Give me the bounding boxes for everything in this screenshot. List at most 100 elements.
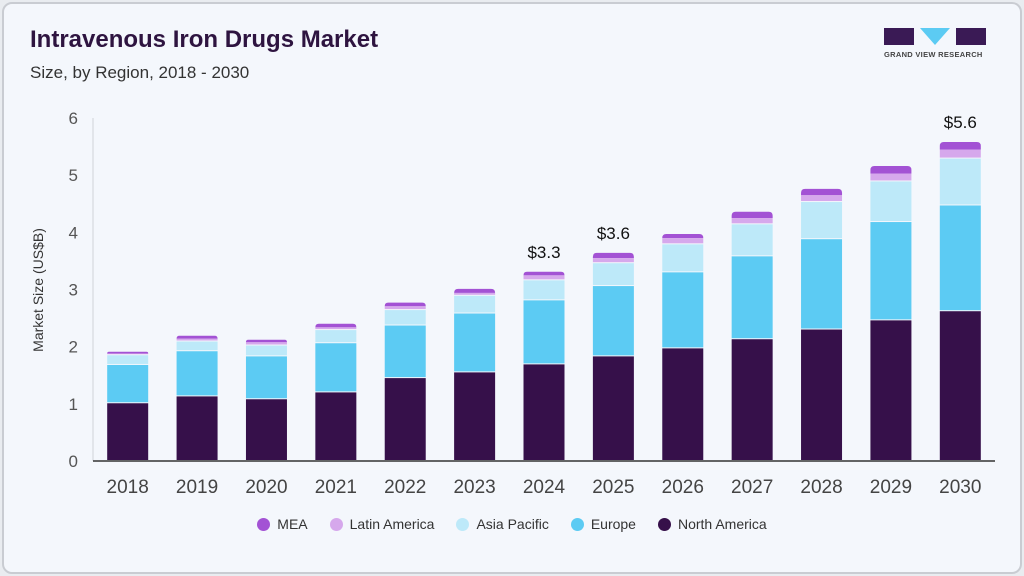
bar-segment-north-america [454, 372, 496, 460]
bar-segment-latin-america [939, 149, 981, 158]
grand-view-research-logo [884, 28, 986, 45]
x-tick-label: 2024 [523, 477, 566, 498]
bar-segment-north-america [939, 311, 981, 460]
bar-segment-north-america [662, 348, 704, 460]
y-tick-label: 0 [69, 452, 78, 471]
y-tick-label: 3 [69, 281, 78, 300]
bar-segment-europe [245, 356, 287, 399]
legend: MEA Latin America Asia Pacific Europe North … [0, 516, 1024, 532]
bar-segment-mea [454, 288, 496, 293]
bar-segment-asia-pacific [801, 202, 843, 239]
bar-segment-mea [176, 335, 218, 339]
legend-label: MEA [277, 516, 308, 532]
total-value-label: $3.3 [527, 243, 560, 262]
x-tick-label: 2030 [939, 477, 981, 498]
legend-label: Europe [590, 516, 636, 532]
bar-segment-asia-pacific [939, 158, 981, 205]
bar-segment-asia-pacific [662, 244, 704, 272]
x-tick-label: 2019 [176, 477, 218, 498]
bar-segment-latin-america [662, 238, 704, 244]
bar-segment-north-america [592, 356, 634, 460]
bar-segment-mea [523, 271, 565, 276]
x-tick-label: 2026 [662, 477, 704, 498]
legend-label: Latin America [349, 516, 435, 532]
bar-segment-north-america [731, 339, 773, 460]
x-tick-label: 2022 [384, 477, 426, 498]
bar-segment-europe [939, 205, 981, 311]
x-tick-label: 2029 [870, 477, 912, 498]
bar-segment-asia-pacific [384, 310, 426, 325]
bar-segment-latin-america [801, 195, 843, 202]
bar-segment-europe [176, 351, 218, 396]
legend-swatch [456, 517, 470, 531]
bar-segment-europe [384, 325, 426, 378]
bar-segment-latin-america [245, 342, 287, 345]
bar-segment-mea [662, 234, 704, 239]
bar-segment-asia-pacific [870, 181, 912, 222]
legend-swatch [257, 517, 271, 531]
bar-segment-mea [107, 351, 149, 354]
bar-segment-latin-america [731, 218, 773, 224]
bar-segment-mea [592, 252, 634, 259]
legend-label: Asia Pacific [476, 516, 549, 532]
chart-title: Intravenous Iron Drugs Market [30, 26, 379, 53]
bar-segment-asia-pacific [592, 263, 634, 286]
bar-segment-latin-america [870, 173, 912, 181]
bar-segment-mea [939, 142, 981, 150]
legend-swatch [657, 517, 671, 531]
x-tick-label: 2020 [245, 477, 287, 498]
total-value-label: $5.6 [944, 113, 977, 132]
bar-segment-latin-america [107, 353, 149, 355]
y-tick-label: 1 [69, 395, 78, 414]
legend-item-north-america: North America [657, 516, 767, 532]
bar-segment-latin-america [176, 338, 218, 341]
bar-segment-asia-pacific [245, 345, 287, 356]
bar-segment-europe [523, 300, 565, 364]
bar-segment-mea [245, 339, 287, 343]
legend-item-mea: MEA [257, 516, 308, 532]
legend-swatch [570, 517, 584, 531]
bar-segment-europe [454, 313, 496, 372]
bar-segment-mea [731, 211, 773, 219]
bar-segment-mea [384, 302, 426, 307]
bar-segment-latin-america [592, 258, 634, 263]
y-tick-label: 4 [69, 223, 78, 242]
bar-segment-europe [107, 364, 149, 403]
chart-subtitle: Size, by Region, 2018 - 2030 [30, 63, 250, 82]
legend-item-europe: Europe [570, 516, 636, 532]
x-tick-label: 2023 [453, 477, 495, 498]
bar-segment-asia-pacific [176, 341, 218, 351]
y-tick-label: 6 [69, 109, 78, 128]
bar-segment-asia-pacific [454, 295, 496, 313]
bar-segment-north-america [245, 399, 287, 460]
bar-segment-north-america [870, 320, 912, 460]
bar-segment-europe [315, 343, 357, 392]
bar-segment-latin-america [384, 306, 426, 310]
bar-segment-north-america [523, 364, 565, 460]
x-tick-label: 2028 [800, 477, 842, 498]
bar-segment-mea [315, 323, 357, 328]
x-tick-label: 2027 [731, 477, 773, 498]
bar-segment-north-america [801, 329, 843, 460]
bar-segment-latin-america [315, 327, 357, 330]
bar-segment-north-america [315, 392, 357, 460]
legend-label: North America [677, 516, 767, 532]
y-tick-label: 5 [69, 166, 78, 185]
total-value-label: $3.6 [597, 224, 630, 243]
bar-segment-asia-pacific [731, 224, 773, 256]
y-axis-label: Market Size (US$B) [30, 228, 46, 352]
x-tick-label: 2018 [107, 477, 149, 498]
x-tick-label: 2021 [315, 477, 357, 498]
bar-segment-asia-pacific [107, 355, 149, 364]
bar-segment-north-america [384, 378, 426, 460]
bar-segment-asia-pacific [523, 280, 565, 300]
bar-segment-europe [801, 239, 843, 329]
y-tick-label: 2 [69, 338, 78, 357]
bar-segment-mea [870, 166, 912, 174]
bar-segment-north-america [176, 396, 218, 460]
bar-segment-mea [801, 188, 843, 196]
logo-text: GRAND VIEW RESEARCH [884, 50, 983, 59]
bar-segment-asia-pacific [315, 330, 357, 343]
